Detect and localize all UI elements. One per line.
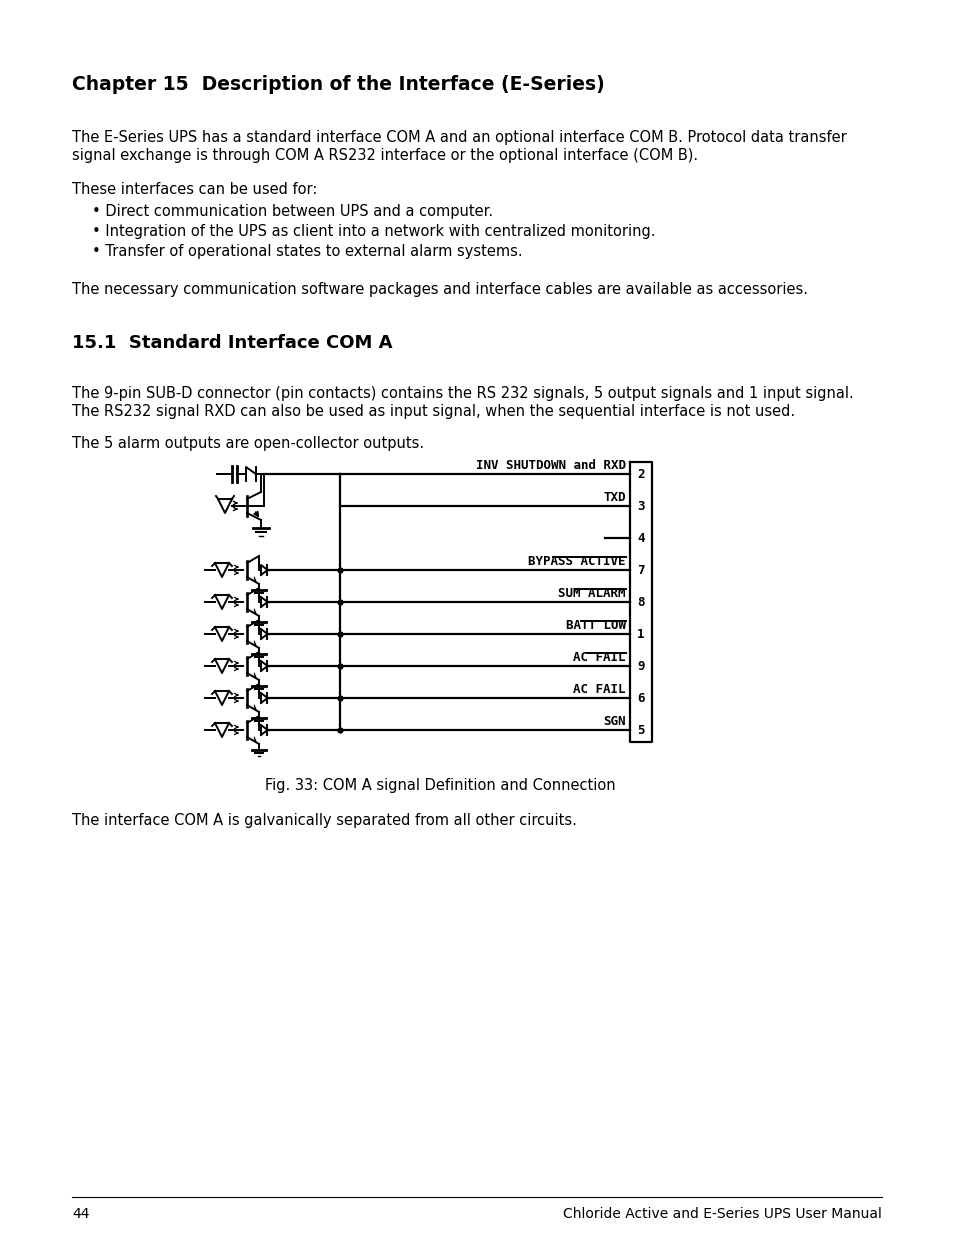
Text: The E-Series UPS has a standard interface COM A and an optional interface COM B.: The E-Series UPS has a standard interfac… bbox=[71, 130, 846, 144]
Text: 1: 1 bbox=[637, 627, 644, 641]
Text: Chapter 15  Description of the Interface (E-Series): Chapter 15 Description of the Interface … bbox=[71, 75, 604, 94]
Text: These interfaces can be used for:: These interfaces can be used for: bbox=[71, 182, 317, 198]
Text: • Integration of the UPS as client into a network with centralized monitoring.: • Integration of the UPS as client into … bbox=[91, 224, 655, 240]
Text: 15.1  Standard Interface COM A: 15.1 Standard Interface COM A bbox=[71, 333, 392, 352]
Text: The 5 alarm outputs are open-collector outputs.: The 5 alarm outputs are open-collector o… bbox=[71, 436, 424, 451]
Text: AC FAIL: AC FAIL bbox=[573, 683, 625, 697]
Text: SUM ALARM: SUM ALARM bbox=[558, 587, 625, 600]
Text: 8: 8 bbox=[637, 595, 644, 609]
Text: INV SHUTDOWN and RXD: INV SHUTDOWN and RXD bbox=[476, 459, 625, 472]
Text: The necessary communication software packages and interface cables are available: The necessary communication software pac… bbox=[71, 282, 807, 296]
Text: • Transfer of operational states to external alarm systems.: • Transfer of operational states to exte… bbox=[91, 245, 522, 259]
Text: 9: 9 bbox=[637, 659, 644, 673]
Text: 44: 44 bbox=[71, 1207, 90, 1221]
Text: BYPASS ACTIVE: BYPASS ACTIVE bbox=[528, 555, 625, 568]
Text: 7: 7 bbox=[637, 563, 644, 577]
Text: 6: 6 bbox=[637, 692, 644, 704]
Text: signal exchange is through COM A RS232 interface or the optional interface (COM : signal exchange is through COM A RS232 i… bbox=[71, 148, 698, 163]
Text: • Direct communication between UPS and a computer.: • Direct communication between UPS and a… bbox=[91, 204, 493, 219]
Text: 5: 5 bbox=[637, 724, 644, 736]
Text: The 9-pin SUB-D connector (pin contacts) contains the RS 232 signals, 5 output s: The 9-pin SUB-D connector (pin contacts)… bbox=[71, 387, 853, 401]
Text: 3: 3 bbox=[637, 499, 644, 513]
Text: 2: 2 bbox=[637, 468, 644, 480]
Text: The RS232 signal RXD can also be used as input signal, when the sequential inter: The RS232 signal RXD can also be used as… bbox=[71, 404, 794, 419]
Text: AC FAIL: AC FAIL bbox=[573, 651, 625, 664]
Text: Fig. 33: COM A signal Definition and Connection: Fig. 33: COM A signal Definition and Con… bbox=[264, 778, 615, 793]
Text: 4: 4 bbox=[637, 531, 644, 545]
Text: SGN: SGN bbox=[603, 715, 625, 727]
Text: The interface COM A is galvanically separated from all other circuits.: The interface COM A is galvanically sepa… bbox=[71, 813, 577, 827]
Text: Chloride Active and E-Series UPS User Manual: Chloride Active and E-Series UPS User Ma… bbox=[562, 1207, 882, 1221]
Text: BATT LOW: BATT LOW bbox=[565, 619, 625, 632]
Text: TXD: TXD bbox=[603, 492, 625, 504]
